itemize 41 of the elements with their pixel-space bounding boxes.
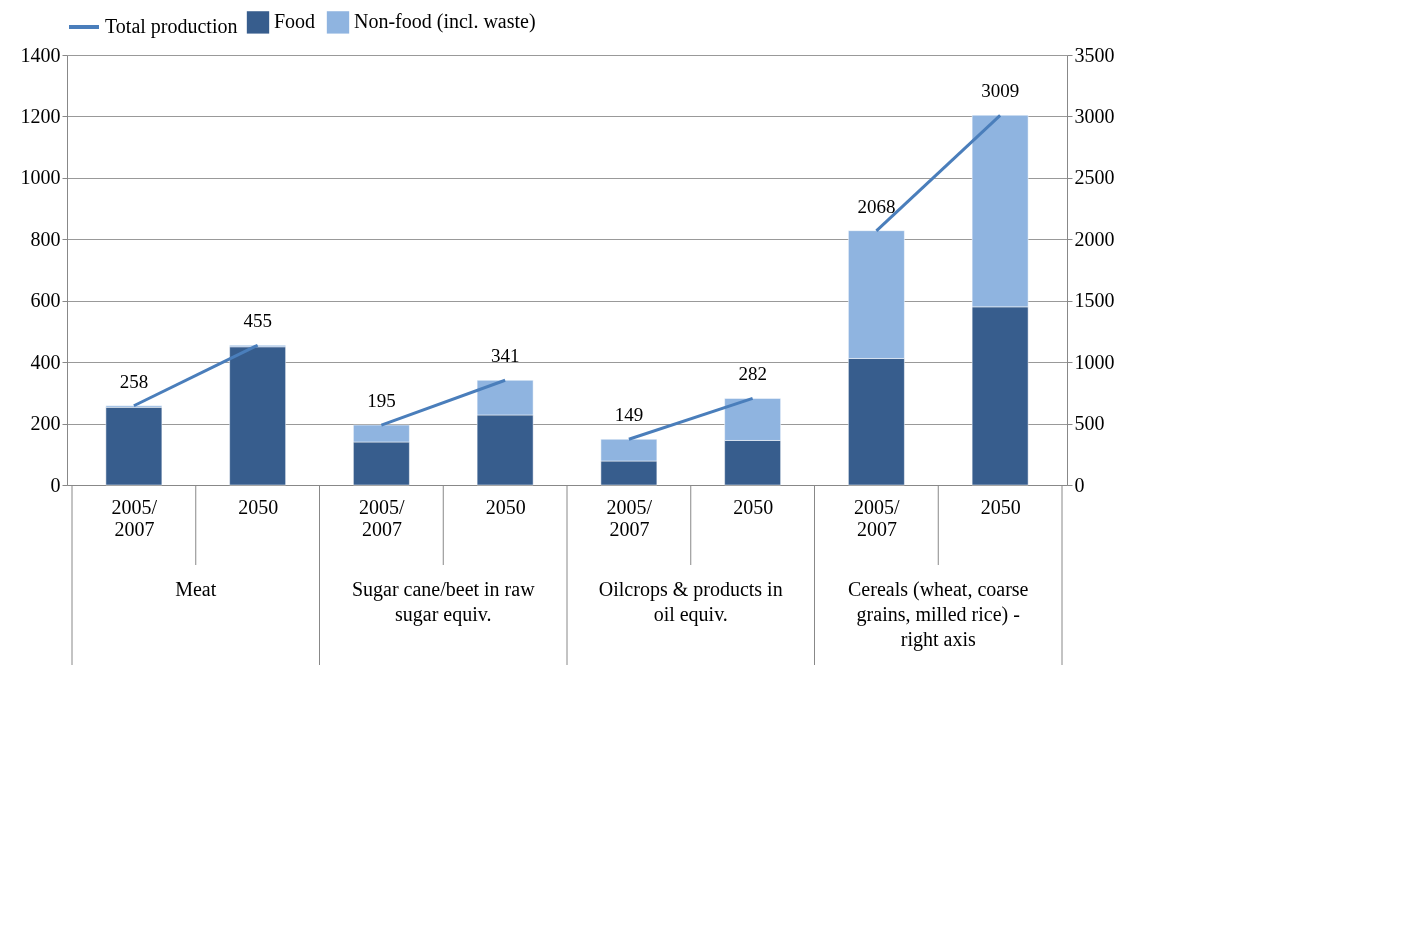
data-label: 2068 xyxy=(857,195,896,217)
data-label: 455 xyxy=(243,310,272,332)
y2-tick-label: 2500 xyxy=(1074,166,1115,189)
legend-label: Food xyxy=(274,10,316,33)
y-tick-label: 1400 xyxy=(20,43,61,66)
y2-tick-label: 0 xyxy=(1074,473,1085,496)
x-tick-label: 2005/2007 xyxy=(359,495,406,540)
y2-tick-label: 3500 xyxy=(1074,43,1115,66)
y-tick-label: 200 xyxy=(30,412,61,435)
y2-tick-label: 1000 xyxy=(1074,350,1115,373)
text: Oilcrops & products in oil equiv. xyxy=(598,578,783,626)
data-label: 3009 xyxy=(981,80,1020,102)
y2-tick-label: 2000 xyxy=(1074,227,1115,250)
y2-tick-label: 500 xyxy=(1074,412,1105,435)
x-tick-label: 2005/2007 xyxy=(606,495,653,540)
x-tick-label: 2050 xyxy=(733,495,774,518)
data-label: 149 xyxy=(614,404,644,426)
y-tick-label: 600 xyxy=(30,289,61,312)
y2-tick-label: 3000 xyxy=(1074,104,1115,127)
data-label: 195 xyxy=(367,390,396,412)
y-tick-label: 800 xyxy=(30,227,61,250)
x-tick-label: 2005/2007 xyxy=(854,495,901,540)
data-label: 258 xyxy=(119,370,149,392)
x-tick-label: 2005/2007 xyxy=(111,495,158,540)
y-tick-label: 0 xyxy=(50,473,61,496)
bar xyxy=(229,346,286,486)
legend-label: Total production xyxy=(105,15,238,38)
text: Sugar cane/beet in raw sugar equiv. xyxy=(351,578,536,626)
text: Cereals (wheat, coarse grains, milled rice) - right axis xyxy=(848,578,1029,651)
x-tick-label: 2050 xyxy=(485,495,526,518)
data-label: 282 xyxy=(738,363,767,385)
data-label: 341 xyxy=(490,345,520,367)
y2-tick-label: 1500 xyxy=(1074,289,1115,312)
legend-label: Non-food (incl. waste) xyxy=(354,10,536,34)
y-tick-label: 1200 xyxy=(20,104,61,127)
y-tick-label: 400 xyxy=(30,350,61,373)
x-tick-label: 2050 xyxy=(238,495,279,518)
x-tick-label: 2050 xyxy=(980,495,1021,518)
text: Meat xyxy=(175,578,217,600)
y-tick-label: 1000 xyxy=(20,166,61,189)
bar xyxy=(105,407,163,486)
